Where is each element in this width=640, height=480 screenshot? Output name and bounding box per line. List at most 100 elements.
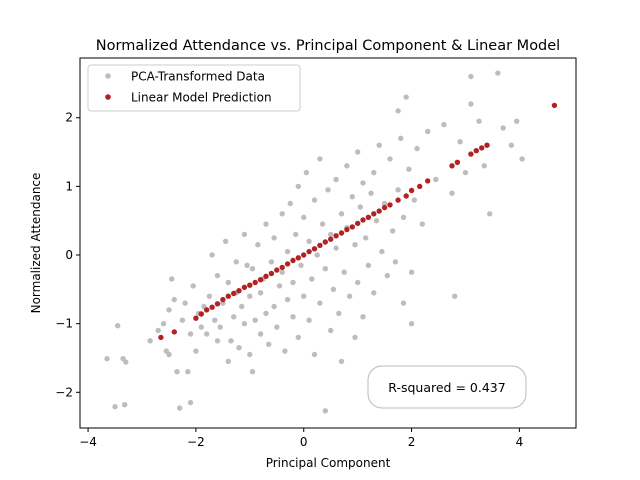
data-point-128 <box>400 214 407 220</box>
data-point-32 <box>217 324 223 330</box>
data-point-133 <box>411 197 417 203</box>
data-point-7 <box>155 327 161 334</box>
data-point-82 <box>311 351 318 358</box>
data-point-29 <box>212 317 218 323</box>
model-point-29 <box>338 230 345 236</box>
data-point-63 <box>279 211 285 217</box>
data-point-106 <box>355 279 361 286</box>
data-point-93 <box>333 176 339 183</box>
data-point-22 <box>193 348 199 354</box>
data-point-50 <box>252 317 258 323</box>
data-point-130 <box>406 166 412 172</box>
data-point-52 <box>257 290 264 296</box>
legend-box <box>87 64 301 112</box>
x-tick-label: −2 <box>187 435 205 449</box>
y-tick-label: 1 <box>65 179 73 193</box>
model-point-38 <box>387 202 393 208</box>
data-point-141 <box>457 139 463 145</box>
data-point-110 <box>363 235 369 241</box>
data-point-94 <box>333 245 339 251</box>
data-point-115 <box>373 218 380 224</box>
model-point-2 <box>193 315 199 321</box>
data-point-17 <box>182 300 188 306</box>
x-axis-label: Principal Component <box>266 456 391 470</box>
data-point-109 <box>360 180 366 186</box>
x-tick-label: −4 <box>79 435 97 449</box>
model-point-17 <box>274 267 280 273</box>
data-point-51 <box>255 242 261 248</box>
data-point-98 <box>341 269 347 275</box>
data-point-27 <box>206 293 213 299</box>
data-point-46 <box>247 351 253 358</box>
data-point-112 <box>368 190 374 196</box>
data-point-70 <box>290 279 296 286</box>
data-point-44 <box>241 231 248 238</box>
model-point-33 <box>360 217 366 223</box>
data-point-127 <box>400 300 407 306</box>
data-point-134 <box>414 145 420 152</box>
data-point-59 <box>271 303 277 310</box>
data-point-64 <box>279 269 285 275</box>
data-point-102 <box>349 194 355 200</box>
data-point-119 <box>381 200 388 207</box>
data-point-20 <box>187 331 194 337</box>
model-point-44 <box>449 163 455 169</box>
data-point-89 <box>325 187 331 193</box>
data-point-8 <box>160 321 167 327</box>
data-point-24 <box>198 324 204 330</box>
data-point-71 <box>293 231 299 238</box>
data-point-35 <box>225 358 231 365</box>
data-point-79 <box>306 238 312 244</box>
data-point-124 <box>395 108 401 114</box>
data-point-122 <box>390 228 396 234</box>
model-point-35 <box>371 211 377 217</box>
data-point-75 <box>301 293 307 299</box>
data-point-67 <box>284 248 291 255</box>
data-point-30 <box>214 338 221 344</box>
model-point-13 <box>252 279 258 286</box>
data-point-129 <box>403 94 409 100</box>
data-point-45 <box>244 262 250 268</box>
data-point-113 <box>371 169 377 176</box>
model-point-46 <box>468 151 474 157</box>
data-point-78 <box>306 317 312 323</box>
model-point-15 <box>263 273 269 279</box>
data-point-92 <box>330 286 337 292</box>
model-point-9 <box>231 290 237 297</box>
model-point-3 <box>198 311 204 317</box>
data-point-120 <box>384 272 390 279</box>
data-point-149 <box>500 125 506 131</box>
model-point-42 <box>417 183 423 190</box>
data-point-86 <box>319 221 326 227</box>
data-point-61 <box>274 324 280 330</box>
data-point-138 <box>441 121 447 128</box>
model-point-6 <box>214 301 221 307</box>
data-point-84 <box>317 300 323 306</box>
model-point-7 <box>220 296 226 303</box>
model-point-22 <box>301 252 307 258</box>
data-point-10 <box>166 351 172 358</box>
y-tick-label: −1 <box>55 317 73 331</box>
data-point-121 <box>387 156 393 162</box>
data-point-0 <box>104 356 110 362</box>
x-tick-label: 0 <box>300 435 308 449</box>
model-point-47 <box>473 148 479 154</box>
data-point-15 <box>177 405 183 411</box>
data-point-74 <box>298 262 304 268</box>
x-tick-label: 2 <box>408 435 416 449</box>
data-point-28 <box>209 252 215 258</box>
model-point-31 <box>349 224 355 230</box>
data-point-147 <box>487 211 493 217</box>
data-point-151 <box>514 118 520 124</box>
plot-frame <box>79 57 577 429</box>
data-point-148 <box>495 70 501 76</box>
data-point-4 <box>122 402 128 408</box>
ticks-layer: −4 −2 0 2 4 −2 −1 0 1 2 <box>55 111 523 449</box>
data-point-55 <box>263 310 269 317</box>
model-point-12 <box>247 282 253 288</box>
data-point-108 <box>360 314 366 320</box>
data-point-58 <box>268 259 275 265</box>
data-point-131 <box>408 321 415 327</box>
model-point-0 <box>158 334 164 341</box>
data-point-14 <box>174 369 180 375</box>
